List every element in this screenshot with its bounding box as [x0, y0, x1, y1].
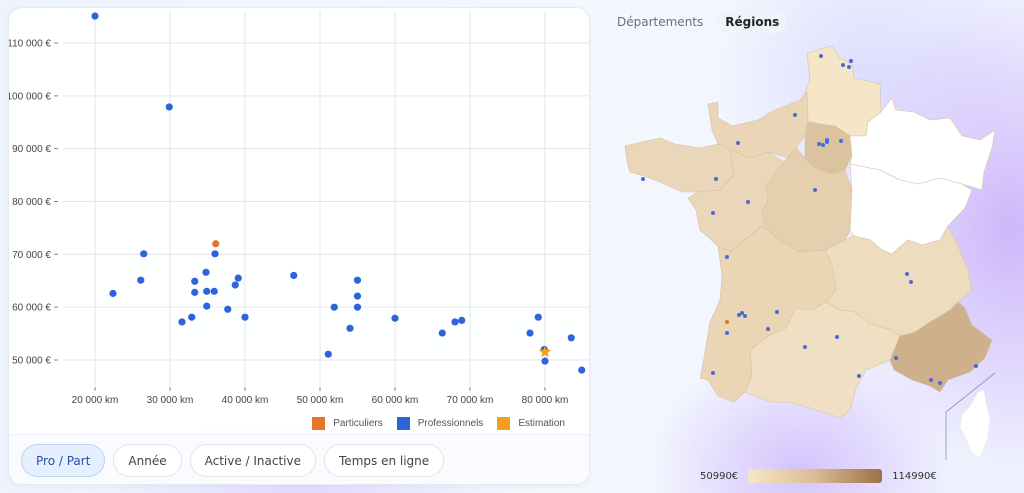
- legend-swatch-estimation: [497, 417, 511, 430]
- data-point-professionnels[interactable]: [137, 276, 145, 284]
- y-tick-label: 90 000 €: [12, 144, 51, 155]
- region-bretagne[interactable]: [624, 137, 735, 193]
- legend-label: Particuliers: [333, 418, 383, 429]
- data-point-professionnels[interactable]: [202, 268, 210, 276]
- scale-max-label: 114990€: [892, 470, 937, 482]
- region-occitanie[interactable]: [744, 301, 901, 419]
- legend-swatch-professionnels: [396, 417, 410, 430]
- region-paca[interactable]: [889, 301, 993, 393]
- data-point-professionnels[interactable]: [191, 288, 199, 296]
- data-point-professionnels[interactable]: [224, 305, 232, 313]
- x-tick-label: 80 000 km: [522, 395, 569, 406]
- legend-label: Estimation: [518, 418, 565, 429]
- data-point-professionnels[interactable]: [211, 250, 219, 258]
- data-point-professionnels[interactable]: [353, 303, 362, 311]
- data-point-professionnels[interactable]: [191, 277, 199, 285]
- data-point-professionnels[interactable]: [234, 274, 242, 282]
- data-point-professionnels[interactable]: [188, 313, 196, 321]
- y-tick-label: 60 000 €: [12, 303, 51, 314]
- scale-gradient-bar: [748, 469, 883, 483]
- filter-temps-en-ligne-button[interactable]: Temps en ligne: [324, 444, 445, 477]
- x-tick-label: 20 000 km: [72, 395, 119, 406]
- color-scale-legend: 50990€ 114990€: [700, 469, 937, 483]
- x-tick-label: 70 000 km: [447, 395, 494, 406]
- corse-inset-divider: [945, 372, 996, 460]
- data-point-professionnels[interactable]: [353, 292, 362, 300]
- region-corse[interactable]: [959, 389, 991, 459]
- data-point-professionnels[interactable]: [178, 318, 186, 326]
- data-point-professionnels[interactable]: [324, 350, 332, 358]
- data-point-professionnels[interactable]: [290, 271, 298, 280]
- data-point-professionnels[interactable]: [534, 313, 542, 321]
- y-tick-label: 110 000 €: [8, 39, 51, 50]
- data-point-professionnels[interactable]: [526, 329, 534, 337]
- y-tick-label: 70 000 €: [12, 250, 51, 261]
- data-point-professionnels[interactable]: [203, 287, 211, 295]
- legend-label: Professionnels: [417, 418, 484, 429]
- tab-regions[interactable]: Régions: [717, 10, 788, 34]
- y-tick-label: 100 000 €: [8, 91, 51, 102]
- filter-active-inactive-button[interactable]: Active / Inactive: [189, 444, 317, 477]
- data-point-professionnels[interactable]: [241, 313, 249, 321]
- data-point-professionnels[interactable]: [353, 276, 362, 284]
- scatter-plot-svg: 20 000 km 30 000 km 40 000 km 50 000 km 60 0…: [8, 11, 589, 406]
- chart-card: 20 000 km 30 000 km 40 000 km 50 000 km 60 0…: [8, 7, 590, 485]
- data-point-professionnels[interactable]: [541, 357, 549, 365]
- legend-item-estimation[interactable]: Estimation: [497, 417, 565, 430]
- data-point-professionnels[interactable]: [140, 250, 148, 258]
- scatter-chart: 20 000 km 30 000 km 40 000 km 50 000 km 60 0…: [8, 8, 589, 434]
- data-point-professionnels[interactable]: [567, 334, 575, 342]
- data-point-particuliers[interactable]: [212, 240, 220, 248]
- data-point-professionnels[interactable]: [210, 287, 218, 295]
- x-tick-label: 60 000 km: [372, 395, 419, 406]
- data-point-professionnels[interactable]: [346, 324, 354, 332]
- x-tick-label: 30 000 km: [147, 395, 194, 406]
- highlight-city-dot: [725, 320, 729, 324]
- map-tabs: Départements Régions: [609, 10, 788, 34]
- data-point-professionnels[interactable]: [330, 303, 338, 311]
- data-point-professionnels[interactable]: [165, 103, 173, 111]
- legend-item-particuliers[interactable]: Particuliers: [312, 417, 383, 430]
- scale-min-label: 50990€: [700, 470, 739, 482]
- data-point-professionnels[interactable]: [231, 281, 239, 289]
- data-point-professionnels[interactable]: [109, 289, 117, 298]
- filter-pro-part-button[interactable]: Pro / Part: [21, 444, 106, 477]
- estimation-star-marker[interactable]: [538, 345, 552, 358]
- france-regions-map: [624, 45, 996, 460]
- data-point-professionnels[interactable]: [578, 366, 586, 374]
- filter-annee-button[interactable]: Année: [113, 444, 182, 477]
- data-point-professionnels[interactable]: [451, 318, 459, 326]
- x-tick-label: 40 000 km: [222, 395, 269, 406]
- legend-item-professionnels[interactable]: Professionnels: [396, 417, 484, 430]
- data-point-professionnels[interactable]: [203, 302, 211, 310]
- y-tick-label: 50 000 €: [12, 356, 51, 367]
- filter-bar: Pro / Part Année Active / Inactive Temps…: [9, 434, 589, 484]
- data-point-professionnels[interactable]: [438, 329, 446, 337]
- city-dots: [641, 54, 978, 385]
- legend-swatch-particuliers: [312, 417, 326, 430]
- data-point-professionnels[interactable]: [91, 12, 99, 20]
- y-tick-label: 80 000 €: [12, 197, 51, 208]
- chart-legend: Particuliers Professionnels Estimation: [304, 417, 565, 430]
- data-point-professionnels[interactable]: [391, 314, 399, 322]
- tab-departements[interactable]: Départements: [617, 15, 704, 29]
- data-point-professionnels[interactable]: [458, 316, 466, 324]
- x-tick-label: 50 000 km: [297, 395, 344, 406]
